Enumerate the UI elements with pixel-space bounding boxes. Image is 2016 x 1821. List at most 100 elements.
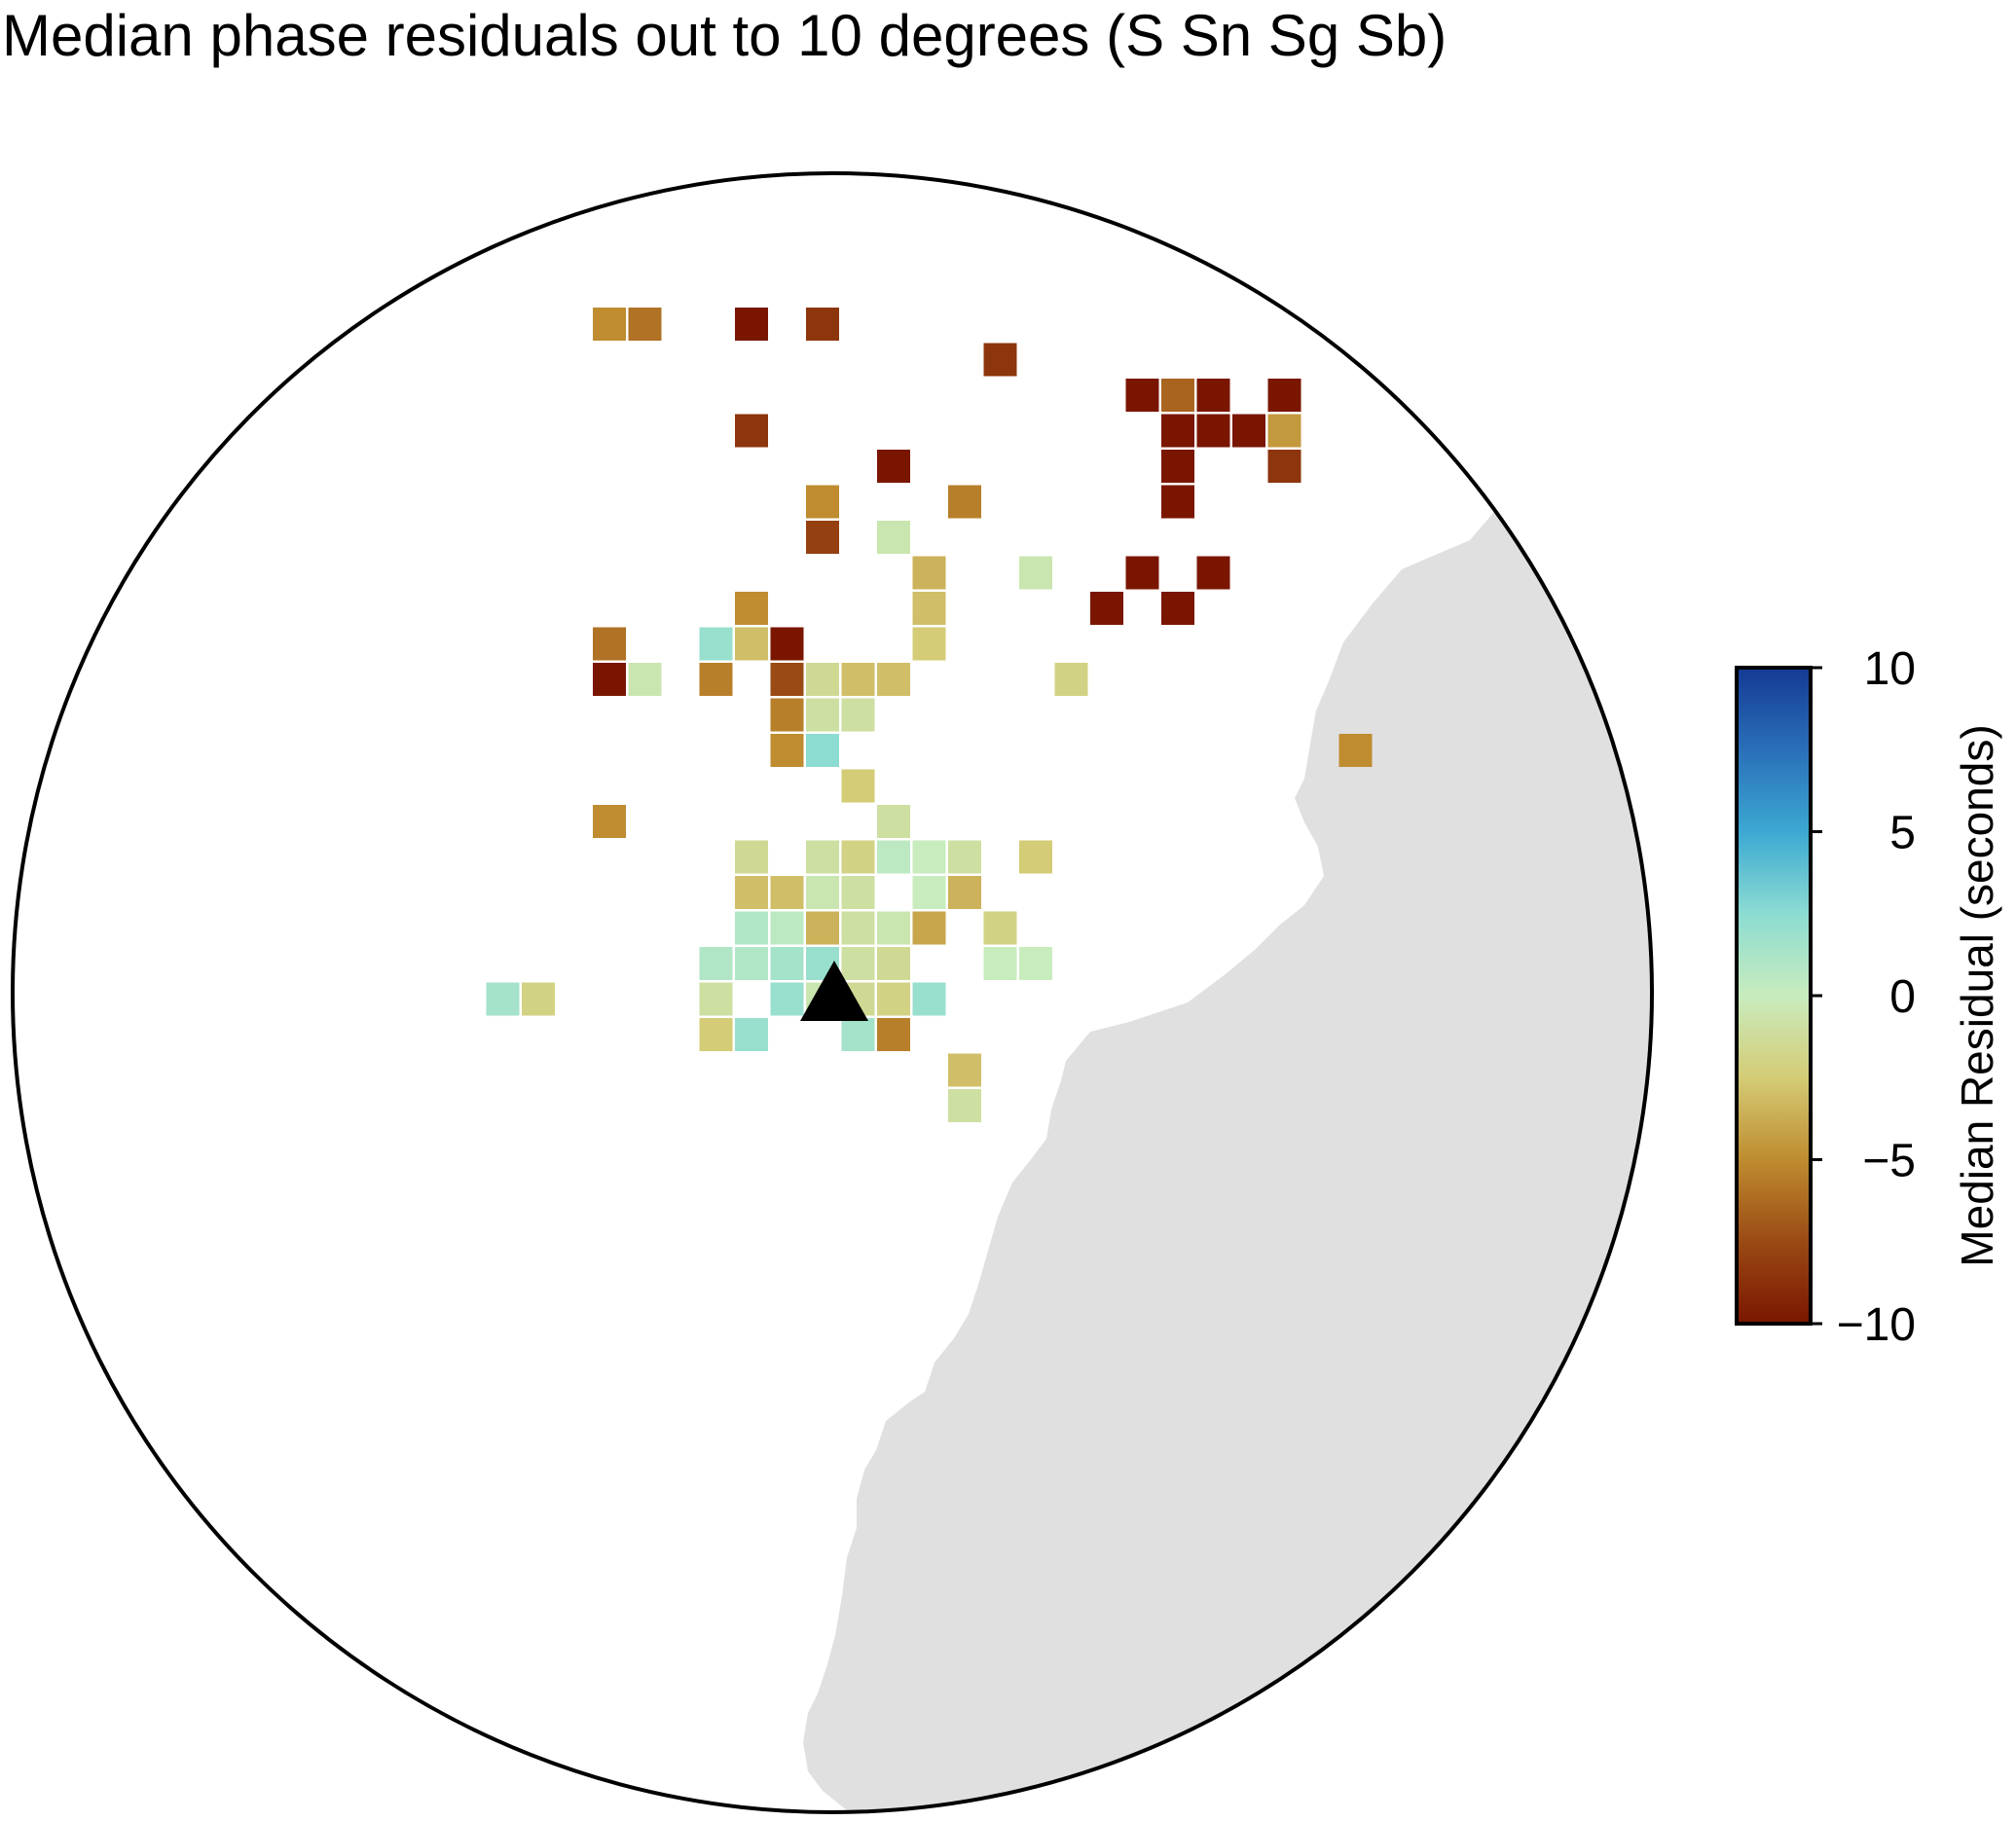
residual-cell [1267, 379, 1301, 412]
residual-cell [912, 911, 946, 945]
residual-cell [983, 911, 1017, 945]
residual-cell [770, 982, 804, 1016]
residual-cell [1054, 663, 1088, 696]
residual-cell [806, 734, 839, 767]
residual-cell [806, 840, 839, 874]
residual-cell [806, 911, 839, 945]
residual-cell [1196, 414, 1230, 448]
residual-cell [1196, 379, 1230, 412]
residual-cells [486, 308, 1373, 1122]
residual-cell [948, 1089, 981, 1122]
residual-cell [806, 521, 839, 554]
residual-cell [770, 734, 804, 767]
residual-cell [593, 805, 626, 838]
residual-cell [735, 308, 768, 341]
residual-cell [983, 947, 1017, 980]
residual-cell [912, 592, 946, 625]
residual-cell [770, 876, 804, 909]
residual-cell [1338, 734, 1373, 767]
colorbar-tick-label: 5 [1889, 808, 1916, 859]
residual-cell [841, 947, 875, 980]
residual-cell [806, 698, 839, 732]
residual-cell [1090, 592, 1123, 625]
residual-cell [1019, 840, 1052, 874]
residual-cell [912, 982, 946, 1016]
residual-cell [1019, 947, 1052, 980]
residual-cell [841, 663, 875, 696]
residual-cell [948, 840, 981, 874]
residual-cell [877, 1018, 910, 1051]
colorbar-ticks: 10 5 0 −5 −10 [1811, 643, 1916, 1351]
residual-cell [806, 876, 839, 909]
residual-cell [486, 982, 520, 1016]
residual-cell [1161, 414, 1194, 448]
residual-cell [841, 698, 875, 732]
page-title: Median phase residuals out to 10 degrees… [2, 3, 1448, 68]
residual-cell [806, 663, 839, 696]
residual-cell [948, 876, 981, 909]
residual-cell [1125, 556, 1159, 590]
colorbar-label: Median Residual (seconds) [1952, 724, 2002, 1266]
residual-cell [1161, 485, 1194, 519]
residual-cell [1161, 450, 1194, 483]
residual-cell [735, 840, 768, 874]
residual-cell [841, 769, 875, 803]
residual-cell [770, 663, 804, 696]
residual-cell [770, 698, 804, 732]
land-mass [803, 389, 1652, 1812]
colorbar-tick-label: 10 [1864, 643, 1916, 695]
residual-cell [1232, 414, 1265, 448]
residual-cell [699, 663, 733, 696]
colorbar-tick-label: −5 [1862, 1136, 1916, 1187]
residual-cell [770, 911, 804, 945]
residual-cell [699, 1018, 733, 1051]
residual-cell [841, 840, 875, 874]
residual-cell [912, 840, 946, 874]
residual-cell [699, 982, 733, 1016]
residual-cell [735, 911, 768, 945]
residual-cell [735, 592, 768, 625]
residual-cell [877, 450, 910, 483]
residual-cell [877, 521, 910, 554]
residual-cell [699, 947, 733, 980]
residual-cell [593, 663, 626, 696]
residual-cell [912, 876, 946, 909]
residual-cell [699, 627, 733, 661]
residual-cell [948, 485, 981, 519]
residual-cell [1267, 450, 1301, 483]
colorbar-tick-label: 0 [1889, 971, 1916, 1023]
residual-cell [877, 911, 910, 945]
residual-cell [841, 876, 875, 909]
residual-cell [841, 1018, 875, 1051]
residual-cell [735, 947, 768, 980]
residual-cell [735, 876, 768, 909]
residual-cell [806, 308, 839, 341]
residual-cell [1019, 556, 1052, 590]
residual-cell [877, 840, 910, 874]
residual-cell [770, 627, 804, 661]
residual-cell [593, 308, 626, 341]
residual-cell [628, 663, 662, 696]
residual-cell [806, 485, 839, 519]
residual-cell [735, 414, 768, 448]
residual-cell [877, 982, 910, 1016]
residual-cell [1267, 414, 1301, 448]
colorbar [1735, 666, 1813, 1326]
residual-cell [1161, 379, 1194, 412]
residual-cell [877, 663, 910, 696]
residual-cell [1161, 592, 1194, 625]
residual-cell [912, 556, 946, 590]
residual-cell [841, 911, 875, 945]
station-triangle-icon [800, 961, 868, 1021]
residual-cell [1125, 379, 1159, 412]
residual-cell [735, 1018, 768, 1051]
residual-cell [948, 1053, 981, 1087]
colorbar-tick-label: −10 [1837, 1299, 1916, 1351]
residual-cell [593, 627, 626, 661]
residual-cell [770, 947, 804, 980]
residual-cell [912, 627, 946, 661]
residual-cell [735, 627, 768, 661]
residual-cell [628, 308, 662, 341]
residual-cell [983, 343, 1017, 377]
